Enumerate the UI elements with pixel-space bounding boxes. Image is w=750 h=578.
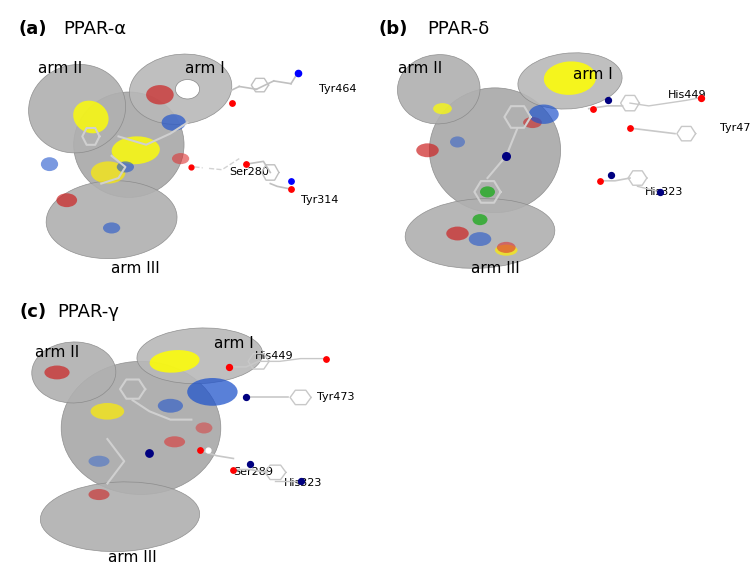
- Point: [695, 93, 707, 102]
- Text: arm I: arm I: [214, 336, 254, 351]
- Text: arm I: arm I: [185, 61, 225, 76]
- Point: [320, 354, 332, 363]
- Ellipse shape: [480, 186, 495, 198]
- Text: (c): (c): [20, 303, 46, 321]
- Ellipse shape: [40, 157, 58, 171]
- Ellipse shape: [88, 455, 110, 467]
- Ellipse shape: [149, 350, 200, 373]
- Ellipse shape: [524, 117, 542, 128]
- Ellipse shape: [472, 214, 488, 225]
- Text: arm II: arm II: [35, 344, 80, 360]
- Point: [624, 124, 636, 133]
- Point: [224, 362, 236, 372]
- Ellipse shape: [196, 423, 212, 434]
- Ellipse shape: [62, 361, 220, 495]
- Ellipse shape: [172, 153, 189, 164]
- Text: arm II: arm II: [38, 61, 82, 76]
- Text: His449: His449: [668, 90, 706, 100]
- Ellipse shape: [416, 143, 439, 157]
- Ellipse shape: [529, 105, 559, 124]
- Point: [185, 162, 197, 172]
- Ellipse shape: [162, 114, 186, 131]
- Ellipse shape: [188, 378, 238, 406]
- Ellipse shape: [398, 54, 480, 124]
- Ellipse shape: [28, 64, 125, 153]
- Ellipse shape: [74, 101, 109, 134]
- Ellipse shape: [117, 161, 134, 172]
- Ellipse shape: [88, 489, 110, 500]
- Point: [602, 96, 613, 105]
- Ellipse shape: [495, 244, 517, 255]
- Text: (b): (b): [379, 20, 408, 38]
- Text: PPAR-α: PPAR-α: [63, 20, 127, 38]
- Text: Ser280: Ser280: [229, 168, 268, 177]
- Text: arm I: arm I: [573, 67, 612, 82]
- Point: [143, 449, 155, 458]
- Ellipse shape: [164, 436, 185, 447]
- Text: Ser289: Ser289: [233, 468, 274, 477]
- Point: [586, 104, 598, 113]
- Point: [240, 393, 252, 402]
- Ellipse shape: [158, 399, 183, 413]
- Text: PPAR-γ: PPAR-γ: [57, 303, 118, 321]
- Ellipse shape: [44, 365, 70, 379]
- Point: [654, 187, 666, 197]
- Ellipse shape: [91, 161, 125, 184]
- Point: [295, 476, 307, 486]
- Ellipse shape: [450, 136, 465, 147]
- Ellipse shape: [146, 85, 174, 105]
- Ellipse shape: [112, 136, 160, 164]
- Point: [202, 446, 214, 455]
- Point: [594, 176, 606, 186]
- Point: [240, 160, 252, 169]
- Ellipse shape: [130, 54, 232, 124]
- Text: arm III: arm III: [111, 261, 160, 276]
- Point: [500, 151, 512, 161]
- Text: arm III: arm III: [471, 261, 519, 276]
- Ellipse shape: [56, 193, 77, 207]
- Text: arm II: arm II: [398, 61, 442, 76]
- Ellipse shape: [176, 80, 200, 99]
- Point: [285, 176, 297, 186]
- Text: Tyr464: Tyr464: [319, 84, 356, 94]
- Text: arm III: arm III: [108, 550, 157, 565]
- Ellipse shape: [91, 403, 124, 420]
- Ellipse shape: [40, 482, 200, 551]
- Point: [199, 162, 211, 172]
- Text: His323: His323: [645, 187, 683, 197]
- Point: [292, 68, 304, 77]
- Ellipse shape: [446, 227, 469, 240]
- Point: [605, 171, 617, 180]
- Text: (a): (a): [19, 20, 47, 38]
- Ellipse shape: [433, 103, 451, 114]
- Ellipse shape: [74, 92, 184, 198]
- Ellipse shape: [518, 53, 622, 109]
- Point: [226, 98, 238, 108]
- Text: Tyr314: Tyr314: [302, 195, 339, 205]
- Text: Tyr473: Tyr473: [317, 392, 355, 402]
- Ellipse shape: [469, 232, 491, 246]
- Point: [285, 184, 297, 194]
- Point: [227, 465, 239, 474]
- Text: His323: His323: [284, 479, 322, 488]
- Text: His449: His449: [254, 351, 293, 361]
- Text: PPAR-δ: PPAR-δ: [427, 20, 490, 38]
- Ellipse shape: [46, 181, 177, 258]
- Point: [244, 460, 256, 469]
- Point: [194, 446, 206, 455]
- Ellipse shape: [429, 88, 560, 213]
- Ellipse shape: [544, 61, 596, 95]
- Ellipse shape: [496, 242, 516, 253]
- Ellipse shape: [103, 223, 120, 234]
- Ellipse shape: [32, 342, 115, 403]
- Ellipse shape: [137, 328, 262, 384]
- Text: Tyr473: Tyr473: [720, 123, 750, 133]
- Ellipse shape: [405, 199, 555, 268]
